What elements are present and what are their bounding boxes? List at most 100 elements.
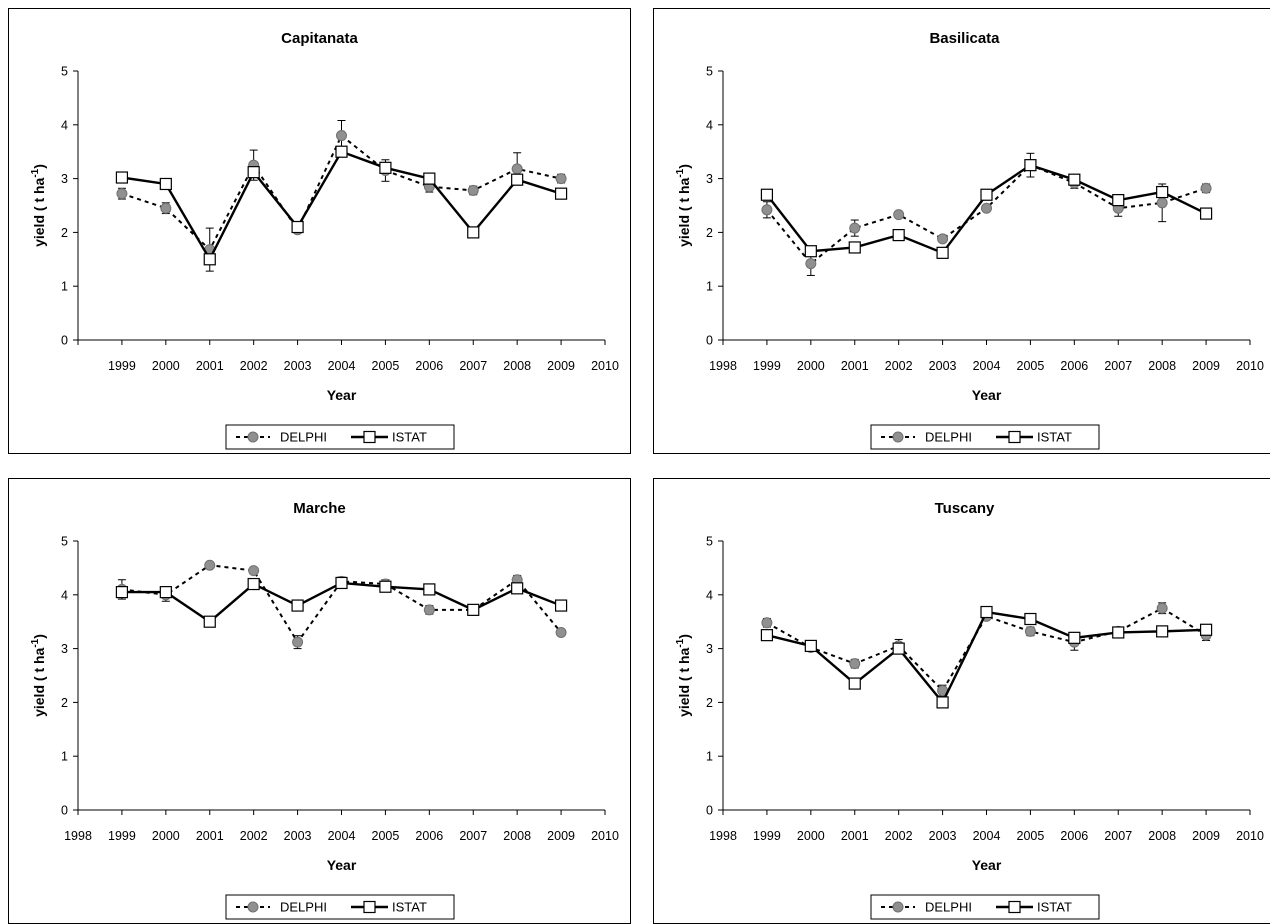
x-tick-label: 2009 — [1192, 829, 1220, 843]
legend-label-istat: ISTAT — [1037, 900, 1072, 915]
x-tick-label: 1998 — [64, 829, 92, 843]
legend-label-delphi: DELPHI — [925, 900, 972, 915]
data-point-istat — [936, 696, 949, 709]
x-tick-label: 2010 — [1236, 829, 1264, 843]
x-tick-label: 2002 — [240, 359, 268, 373]
y-tick-label: 5 — [61, 535, 68, 549]
x-tick-label: 2002 — [240, 829, 268, 843]
data-point-istat — [848, 241, 861, 254]
data-point-istat — [423, 172, 436, 185]
x-tick-label: 2006 — [415, 829, 443, 843]
chart-frame — [8, 8, 631, 454]
x-tick-label: 2005 — [372, 829, 400, 843]
y-tick-label: 4 — [706, 118, 713, 132]
data-point-delphi — [292, 636, 304, 648]
legend-label-delphi: DELPHI — [925, 430, 972, 445]
data-point-delphi — [555, 173, 567, 185]
y-axis-label: yield ( t ha-1) — [30, 164, 47, 247]
data-point-istat — [379, 580, 392, 593]
x-tick-label: 2010 — [591, 829, 619, 843]
x-tick-label: 2005 — [372, 359, 400, 373]
y-tick-label: 3 — [706, 172, 713, 186]
chart-title: Tuscany — [935, 500, 995, 517]
legend-marker-delphi — [247, 901, 259, 913]
x-tick-label: 1998 — [709, 359, 737, 373]
data-point-istat — [115, 586, 129, 599]
data-point-istat — [1068, 173, 1081, 186]
data-point-istat — [291, 599, 304, 612]
data-point-istat — [554, 187, 568, 200]
data-point-delphi — [1024, 625, 1036, 637]
data-point-istat — [1156, 625, 1169, 638]
x-axis-label: Year — [327, 387, 357, 403]
data-point-istat — [1112, 194, 1125, 207]
y-tick-label: 5 — [61, 65, 68, 79]
y-axis-label-main: yield ( t ha — [676, 177, 692, 246]
y-axis-label-superscript: -1 — [675, 638, 686, 647]
data-point-istat — [247, 166, 260, 179]
y-axis-label-superscript: -1 — [30, 638, 41, 647]
data-point-istat — [511, 582, 524, 595]
y-tick-label: 3 — [706, 642, 713, 656]
data-point-istat — [159, 177, 172, 191]
chart-frame — [8, 478, 631, 924]
data-point-istat — [423, 583, 436, 596]
legend-label-istat: ISTAT — [1037, 430, 1072, 445]
legend-marker-istat — [363, 900, 376, 914]
legend-label-delphi: DELPHI — [280, 430, 327, 445]
y-tick-label: 0 — [61, 804, 68, 818]
x-tick-label: 2008 — [1148, 359, 1176, 373]
legend-label-istat: ISTAT — [392, 430, 427, 445]
legend-label-istat: ISTAT — [392, 900, 427, 915]
y-tick-label: 5 — [706, 65, 713, 79]
x-tick-label: 2008 — [503, 829, 531, 843]
x-tick-label: 2009 — [1192, 359, 1220, 373]
y-axis-label-main: yield ( t ha — [31, 177, 47, 246]
x-tick-label: 2001 — [841, 359, 869, 373]
y-axis-label-main: yield ( t ha — [31, 647, 47, 716]
chart-title: Capitanata — [281, 30, 358, 47]
data-point-istat — [115, 171, 129, 184]
x-tick-label: 2005 — [1017, 829, 1045, 843]
x-tick-label: 2001 — [196, 829, 224, 843]
data-point-delphi — [937, 233, 949, 245]
data-point-delphi — [248, 565, 260, 577]
x-tick-label: 2003 — [284, 359, 312, 373]
y-tick-label: 1 — [61, 750, 68, 764]
y-axis-label-end: ) — [676, 634, 692, 639]
y-tick-label: 4 — [61, 118, 68, 132]
data-point-istat — [1112, 626, 1125, 639]
chart-panel-marche: Marche 0 1 2 3 4 5 1998 1999 2000 2001 2002 2003 2004… — [8, 478, 631, 924]
legend-marker-istat — [363, 430, 376, 444]
data-point-istat — [1024, 159, 1037, 172]
series-line-delphi — [766, 607, 1207, 693]
x-tick-label: 2003 — [929, 829, 957, 843]
chart-title: Basilicata — [929, 30, 1000, 47]
y-axis-label: yield ( t ha-1) — [30, 634, 47, 717]
data-point-delphi — [336, 130, 347, 142]
x-tick-label: 2001 — [196, 359, 224, 373]
y-tick-label: 0 — [61, 334, 68, 348]
y-tick-label: 1 — [61, 280, 68, 294]
data-point-istat — [203, 253, 216, 266]
y-tick-label: 3 — [61, 642, 68, 656]
y-axis-label-end: ) — [676, 164, 692, 169]
data-point-delphi — [981, 202, 992, 214]
x-tick-label: 2008 — [503, 359, 531, 373]
chart-title: Marche — [293, 500, 346, 517]
data-point-istat — [1068, 631, 1081, 644]
x-tick-label: 2006 — [1060, 359, 1088, 373]
x-tick-label: 1999 — [753, 829, 781, 843]
x-tick-label: 2002 — [885, 359, 913, 373]
x-tick-label: 1998 — [709, 829, 737, 843]
x-tick-label: 2003 — [284, 829, 312, 843]
x-tick-label: 2000 — [797, 829, 825, 843]
legend-label-delphi: DELPHI — [280, 900, 327, 915]
data-point-delphi — [849, 658, 861, 670]
y-tick-label: 5 — [706, 535, 713, 549]
data-point-istat — [760, 629, 774, 642]
x-tick-label: 2007 — [459, 829, 487, 843]
x-tick-label: 2007 — [1104, 359, 1132, 373]
legend-marker-delphi — [247, 431, 259, 443]
series-line-delphi — [121, 133, 562, 252]
